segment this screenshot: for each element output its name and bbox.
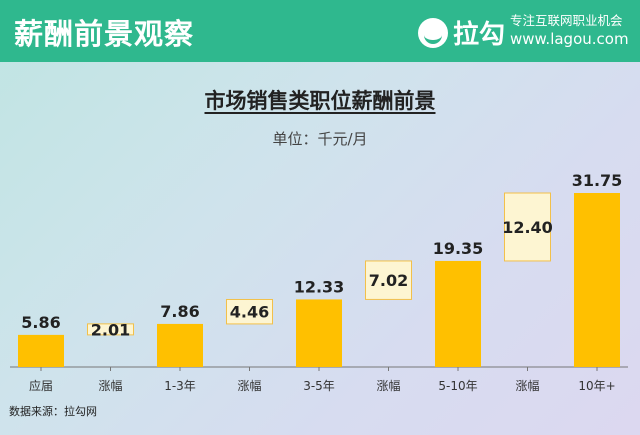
- chart-unit: 单位：千元/月: [272, 130, 368, 148]
- salary-bar: [574, 193, 620, 367]
- banner-title: 薪酬前景观察: [14, 17, 195, 51]
- x-tick-label: 5-10年: [438, 379, 477, 393]
- increase-bar: [226, 298, 273, 325]
- x-tick-label: 涨幅: [98, 378, 122, 393]
- salary-bar: [435, 260, 481, 367]
- increase-bar: [504, 192, 551, 262]
- data-label: 5.86: [21, 313, 60, 332]
- data-label: 12.40: [502, 218, 553, 237]
- x-tick-label: 涨幅: [515, 378, 539, 393]
- salary-bar: [296, 299, 342, 367]
- chart-title: 市场销售类职位薪酬前景: [204, 89, 436, 113]
- data-label: 19.35: [433, 239, 484, 258]
- x-tick-label: 涨幅: [237, 378, 261, 393]
- header-banner: 薪酬前景观察 拉勾 专注互联网职业机会 www.lagou.com: [0, 0, 640, 62]
- data-label: 12.33: [294, 277, 345, 296]
- data-label: 4.46: [230, 303, 269, 322]
- data-label: 7.02: [369, 271, 408, 290]
- salary-bar: [18, 334, 64, 367]
- x-tick-label: 3-5年: [303, 379, 335, 393]
- site-url: www.lagou.com: [510, 30, 629, 48]
- x-tick-label: 1-3年: [164, 379, 196, 393]
- x-tick-label: 应届: [29, 378, 53, 393]
- logo-text: 拉勾: [453, 20, 506, 50]
- data-source: 数据来源：拉勾网: [9, 405, 97, 418]
- slogan: 专注互联网职业机会 www.lagou.com: [510, 12, 629, 48]
- data-label: 31.75: [572, 171, 623, 190]
- lagou-logo-icon: [418, 17, 448, 48]
- slogan-line: 专注互联网职业机会: [510, 13, 623, 28]
- x-tick-label: 10年+: [578, 379, 615, 393]
- increase-bar: [365, 260, 412, 300]
- data-label: 7.86: [160, 302, 199, 321]
- lagou-logo: 拉勾: [418, 14, 505, 51]
- data-label: 2.01: [91, 320, 130, 339]
- x-tick-label: 涨幅: [376, 378, 400, 393]
- salary-bar: [157, 323, 203, 367]
- increase-bar: [87, 323, 134, 336]
